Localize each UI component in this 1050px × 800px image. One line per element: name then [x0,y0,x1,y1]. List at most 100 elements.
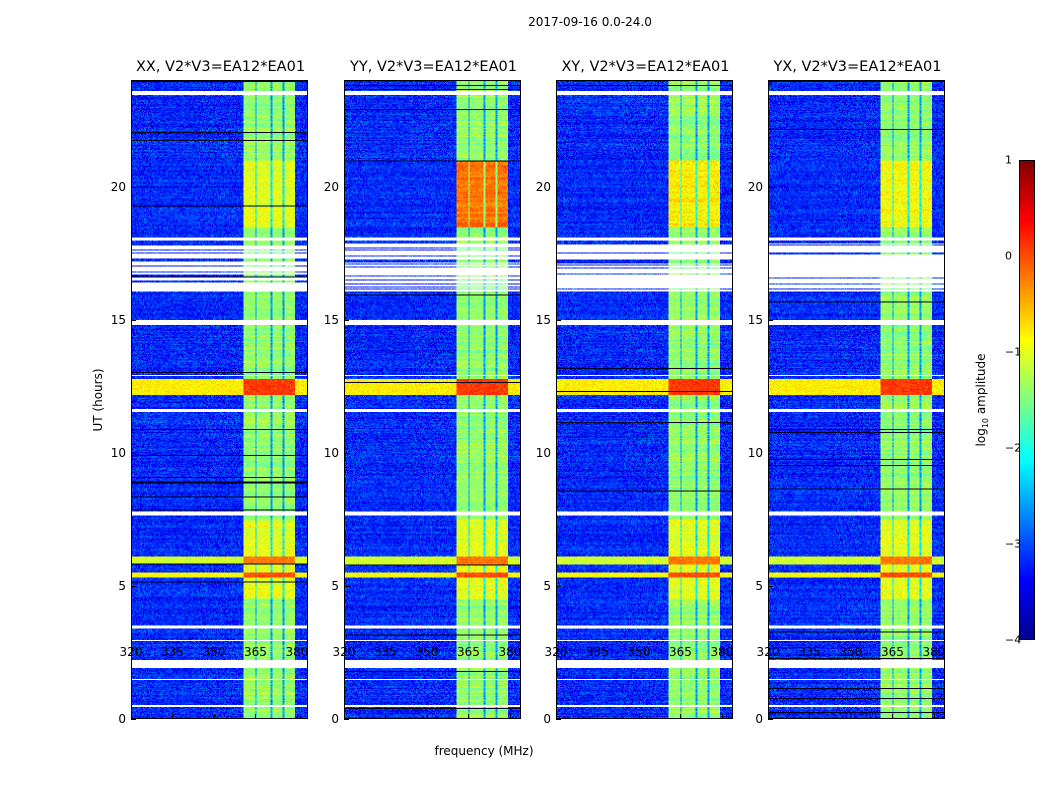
heatmap-panel: YY, V2*V3=EA12*EA01 [344,59,521,719]
x-tick-mark [721,714,723,719]
colorbar-tick-label: −4 [1005,633,1022,647]
x-tick-label: 350 [839,645,863,659]
x-tick-mark [426,714,428,719]
colorbar-tick-label: 1 [1005,153,1012,167]
y-tick-label: 20 [747,179,763,194]
x-tick-mark [680,714,682,719]
x-tick-label: 380 [922,645,946,659]
colorbar-tick-label: −2 [1005,441,1022,455]
y-tick-label: 10 [747,445,763,460]
y-tick-label: 5 [118,578,126,593]
y-tick-mark [556,719,561,720]
panel-title: XY, V2*V3=EA12*EA01 [561,59,730,75]
y-tick-label: 15 [747,312,763,327]
y-tick-mark [344,719,349,720]
x-tick-mark [468,714,470,719]
y-tick-mark [556,186,561,188]
y-tick-label: 20 [323,179,339,194]
y-tick-label: 0 [331,712,339,726]
y-tick-label: 20 [535,179,551,194]
colorbar-tick-label: 0 [1005,249,1012,263]
x-tick-mark [768,714,769,719]
heatmap-panel: XY, V2*V3=EA12*EA01 [556,59,733,719]
x-tick-mark [131,714,132,719]
x-tick-label: 380 [498,645,522,659]
y-tick-label: 0 [755,712,763,726]
x-tick-label: 320 [119,645,143,659]
y-tick-mark [131,186,136,188]
y-tick-mark [556,319,561,321]
heatmap-image [557,81,732,718]
x-tick-mark [597,714,599,719]
x-tick-label: 350 [415,645,439,659]
x-tick-mark [556,714,557,719]
y-tick-mark [344,186,349,188]
y-tick-mark [344,319,349,321]
y-tick-mark [131,585,136,587]
x-tick-mark [172,714,174,719]
panel-title: XX, V2*V3=EA12*EA01 [135,59,306,75]
y-axis-label: UT (hours) [91,368,105,432]
x-tick-label: 320 [756,645,780,659]
heatmap-panel: YX, V2*V3=EA12*EA01 [768,59,945,719]
x-tick-label: 365 [244,645,267,659]
y-tick-mark [556,452,561,454]
x-tick-label: 320 [544,645,568,659]
y-tick-mark [768,452,773,454]
heatmap-image [132,81,307,718]
x-tick-mark [255,714,257,719]
x-tick-label: 320 [332,645,356,659]
y-tick-label: 5 [543,578,551,593]
y-tick-label: 15 [535,312,551,327]
x-tick-mark [892,714,894,719]
heatmap-image [345,81,520,718]
y-tick-label: 0 [118,712,126,726]
heatmap-panel: XX, V2*V3=EA12*EA01 [131,59,308,719]
x-tick-mark [296,714,298,719]
x-tick-label: 335 [586,645,609,659]
colorbar-tick-label: −1 [1005,345,1022,359]
x-tick-label: 335 [798,645,821,659]
x-tick-label: 350 [202,645,226,659]
y-tick-label: 10 [110,445,126,460]
panel-title: YY, V2*V3=EA12*EA01 [350,59,517,75]
y-tick-mark [131,319,136,321]
colorbar [1019,160,1035,640]
x-tick-label: 380 [285,645,309,659]
x-tick-label: 365 [881,645,904,659]
y-tick-mark [768,186,773,188]
y-tick-label: 5 [331,578,339,593]
x-tick-label: 365 [457,645,480,659]
x-axis-label: frequency (MHz) [434,744,534,758]
y-tick-label: 5 [755,578,763,593]
x-tick-label: 365 [669,645,692,659]
x-tick-mark [344,714,345,719]
x-tick-mark [933,714,935,719]
x-tick-label: 350 [627,645,651,659]
x-tick-label: 380 [710,645,734,659]
colorbar-label: log10 amplitude [973,353,991,447]
y-tick-mark [344,452,349,454]
y-tick-label: 20 [110,179,126,194]
y-tick-mark [768,585,773,587]
y-tick-label: 10 [535,445,551,460]
x-tick-mark [385,714,387,719]
x-tick-mark [809,714,811,719]
y-tick-mark [768,319,773,321]
colorbar-tick-label: −3 [1005,537,1022,551]
y-tick-label: 15 [323,312,339,327]
x-tick-mark [509,714,511,719]
y-tick-label: 0 [543,712,551,726]
x-tick-mark [213,714,215,719]
y-tick-mark [344,585,349,587]
x-tick-mark [638,714,640,719]
x-tick-label: 335 [161,645,184,659]
x-tick-mark [850,714,852,719]
heatmap-image [769,81,944,718]
x-tick-label: 335 [374,645,397,659]
y-tick-label: 10 [323,445,339,460]
y-tick-label: 15 [110,312,126,327]
y-tick-mark [768,719,773,720]
panel-title: YX, V2*V3=EA12*EA01 [773,59,942,75]
